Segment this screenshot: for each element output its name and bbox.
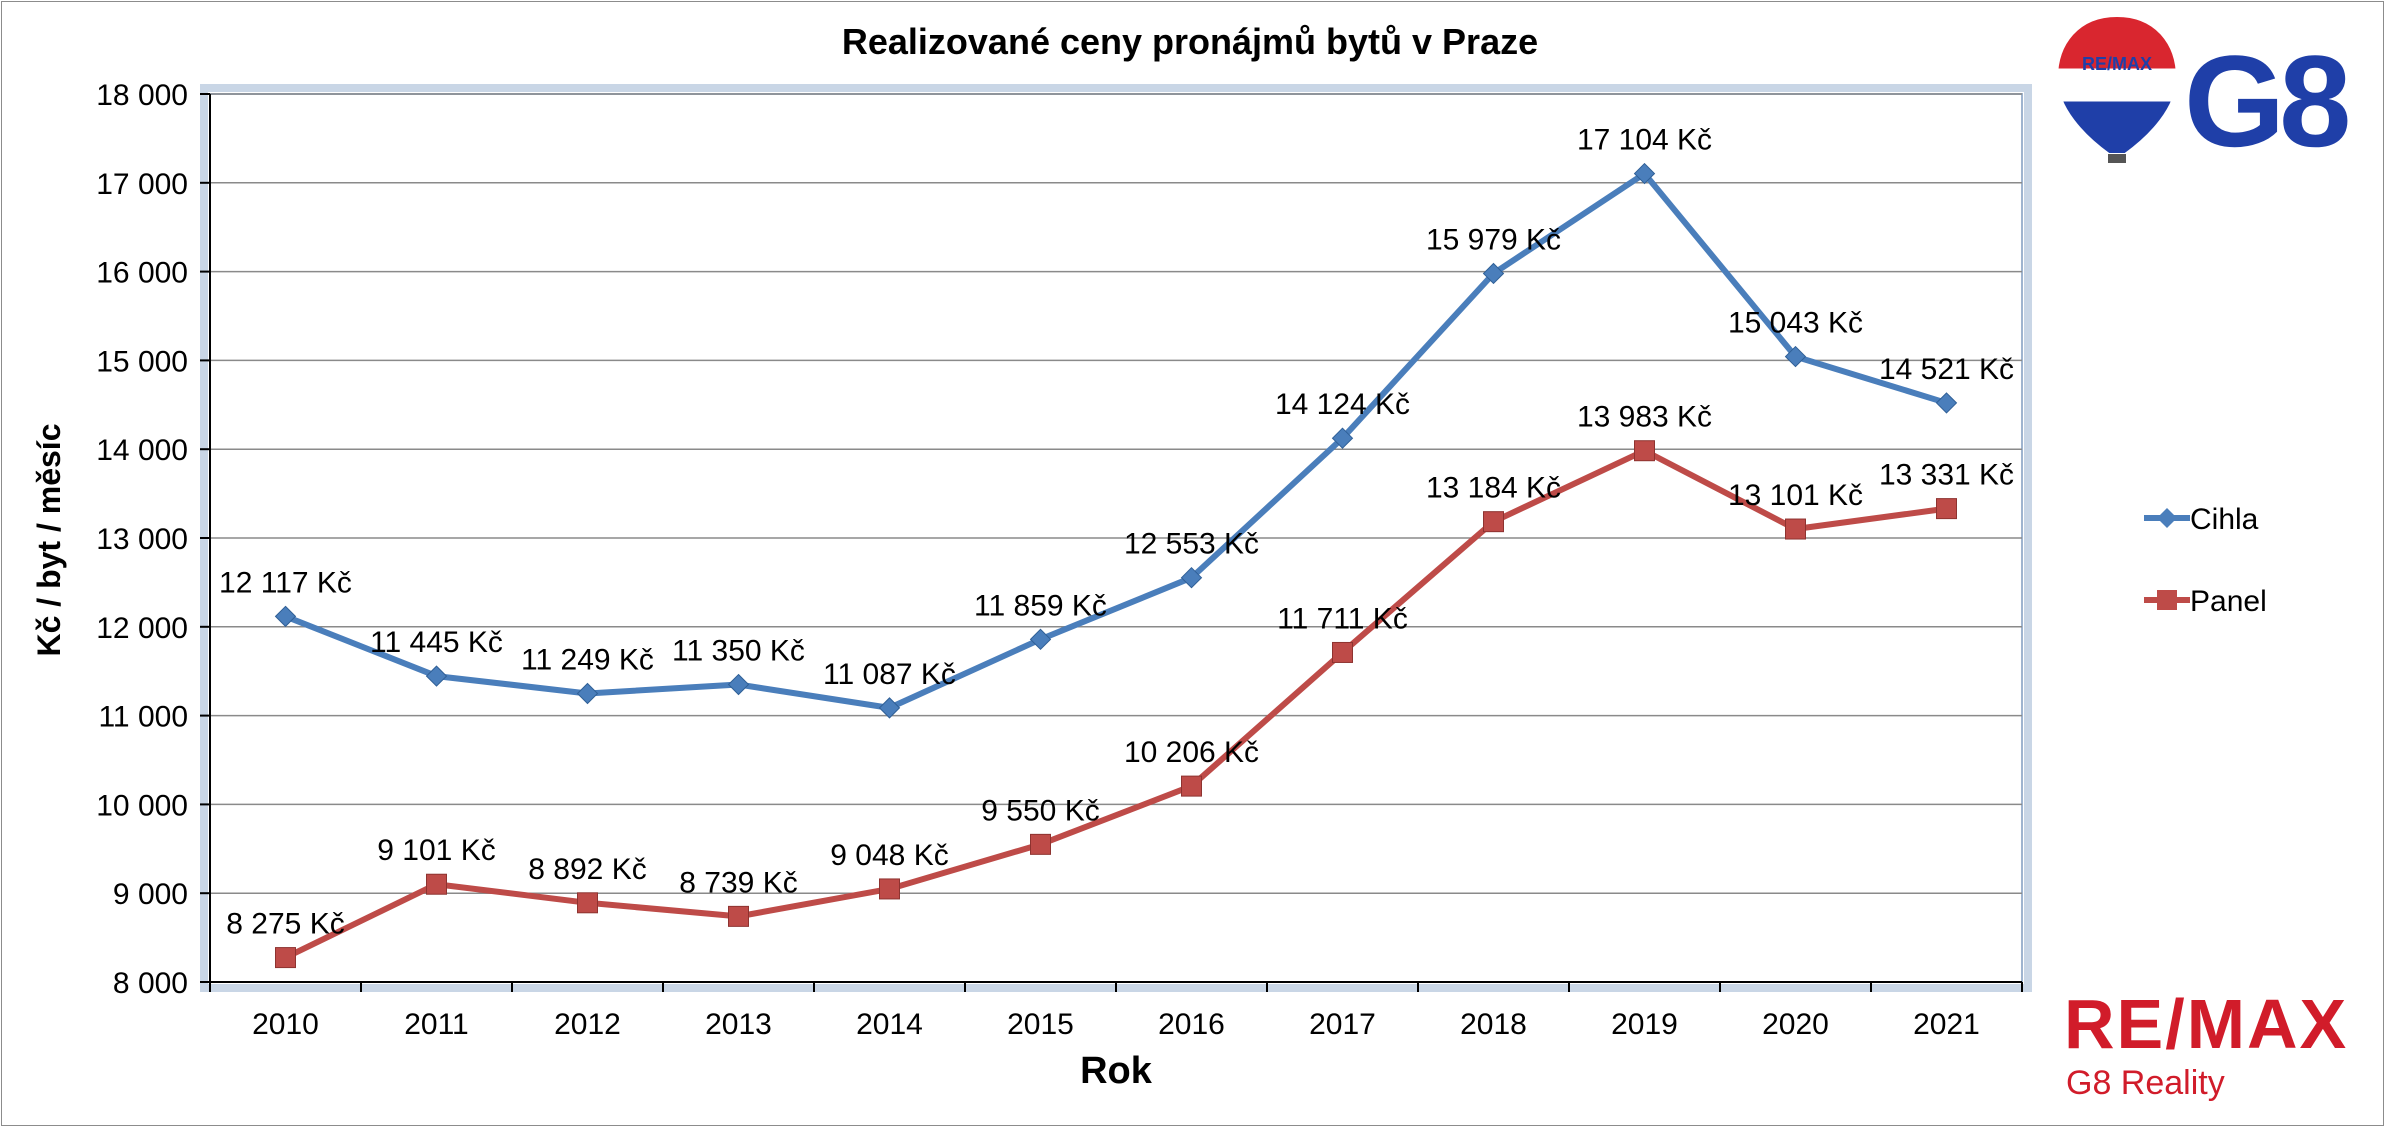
data-label-panel: 13 331 Kč — [1879, 459, 2014, 492]
data-label-cihla: 11 445 Kč — [370, 626, 503, 659]
data-point-panel — [879, 878, 900, 900]
data-label-cihla: 15 979 Kč — [1426, 223, 1561, 256]
data-label-cihla: 14 124 Kč — [1275, 388, 1410, 421]
y-axis-ticks: 8 000 9 000 10 000 11 000 12 000 13 000 14 000… — [96, 79, 210, 1000]
data-labels: 12 117 Kč 11 445 Kč 11 249 Kč 11 350 Kč 11 0… — [219, 124, 2014, 941]
data-point-panel — [1483, 511, 1504, 533]
y-tick-label: 13 000 — [96, 523, 188, 556]
remax-g8-reality-logo: RE/MAX G8 Reality — [2064, 985, 2348, 1102]
data-point-cihla — [425, 665, 448, 687]
g8-reality-text: G8 Reality — [2066, 1064, 2225, 1102]
x-tick-label: 2020 — [1762, 1008, 1829, 1041]
y-tick-label: 18 000 — [96, 79, 188, 112]
x-tick-label: 2010 — [252, 1008, 319, 1041]
x-tick-label: 2021 — [1913, 1008, 1980, 1041]
data-point-cihla — [1029, 628, 1052, 651]
data-point-panel — [1332, 641, 1353, 663]
series-line-cihla — [284, 170, 1948, 711]
data-point-panel — [1181, 775, 1202, 797]
x-tick-label: 2016 — [1158, 1008, 1225, 1041]
data-label-cihla: 14 521 Kč — [1879, 353, 2014, 386]
data-label-cihla: 12 117 Kč — [219, 566, 352, 599]
y-axis-label: Kč / byt / měsíc — [31, 424, 67, 657]
remax-g8-logo: RE/MAX G8 — [2055, 14, 2354, 174]
legend-label: Panel — [2190, 585, 2267, 618]
data-point-panel — [1785, 518, 1806, 540]
data-label-cihla: 17 104 Kč — [1577, 124, 1712, 157]
x-tick-label: 2013 — [705, 1008, 772, 1041]
data-label-panel: 13 184 Kč — [1426, 472, 1561, 505]
data-point-cihla — [1482, 262, 1505, 285]
series-line-panel — [284, 447, 1947, 961]
y-tick-label: 15 000 — [96, 345, 188, 378]
data-label-cihla: 11 087 Kč — [823, 658, 956, 691]
data-label-panel: 8 739 Kč — [679, 866, 797, 899]
legend-marker — [2157, 590, 2177, 610]
legend-label: Cihla — [2190, 503, 2259, 536]
data-label-panel: 8 275 Kč — [226, 908, 344, 941]
data-point-cihla — [274, 605, 297, 628]
chart-title: Realizované ceny pronájmů bytů v Praze — [842, 21, 1538, 62]
data-point-cihla — [1784, 345, 1807, 368]
data-point-panel — [1030, 833, 1051, 855]
series-markers — [274, 162, 1958, 969]
data-point-panel — [426, 873, 447, 895]
series-lines — [284, 170, 1948, 961]
gridlines — [210, 93, 2022, 894]
data-label-cihla: 11 350 Kč — [672, 635, 805, 668]
data-point-cihla — [1180, 566, 1203, 589]
x-tick-label: 2019 — [1611, 1008, 1678, 1041]
x-tick-label: 2017 — [1309, 1008, 1376, 1041]
y-tick-label: 16 000 — [96, 257, 188, 290]
x-tick-label: 2012 — [554, 1008, 621, 1041]
data-label-panel: 13 983 Kč — [1577, 401, 1712, 434]
x-tick-label: 2011 — [404, 1008, 469, 1041]
x-tick-label: 2015 — [1007, 1008, 1074, 1041]
y-tick-label: 8 000 — [113, 967, 188, 1000]
data-point-panel — [275, 947, 296, 969]
x-tick-label: 2014 — [856, 1008, 923, 1041]
data-point-panel — [728, 905, 749, 927]
y-tick-label: 17 000 — [96, 168, 188, 201]
data-point-panel — [1936, 498, 1957, 520]
data-label-panel: 9 048 Kč — [830, 839, 948, 872]
balloon-text: RE/MAX — [2082, 54, 2152, 74]
x-tick-label: 2018 — [1460, 1008, 1527, 1041]
x-axis-ticks: 2010 2011 2012 2013 2014 2015 2016 2017 2018 2019… — [209, 982, 2023, 1041]
data-point-cihla — [878, 697, 901, 719]
data-label-cihla: 11 859 Kč — [974, 589, 1107, 622]
data-point-panel — [1634, 440, 1655, 462]
data-label-panel: 8 892 Kč — [528, 853, 646, 886]
data-label-panel: 13 101 Kč — [1728, 479, 1863, 512]
legend-marker — [2157, 508, 2177, 528]
legend: Cihla Panel — [2144, 503, 2267, 618]
y-tick-label: 9 000 — [113, 878, 188, 911]
g8-mark: G8 — [2184, 28, 2348, 174]
data-label-panel: 11 711 Kč — [1277, 602, 1408, 635]
data-label-cihla: 12 553 Kč — [1124, 528, 1259, 561]
data-point-cihla — [1633, 162, 1656, 185]
data-point-cihla — [727, 673, 750, 696]
y-tick-label: 12 000 — [96, 612, 188, 645]
remax-wordmark: RE/MAX — [2064, 985, 2348, 1063]
data-point-cihla — [1935, 392, 1958, 414]
y-tick-label: 10 000 — [96, 789, 188, 822]
data-label-cihla: 15 043 Kč — [1728, 307, 1863, 340]
data-label-panel: 10 206 Kč — [1124, 736, 1259, 769]
x-axis-label: Rok — [1080, 1050, 1153, 1092]
data-point-panel — [577, 892, 598, 914]
data-label-panel: 9 550 Kč — [981, 794, 1099, 827]
data-point-cihla — [576, 682, 599, 705]
balloon-icon — [2055, 14, 2179, 163]
y-tick-label: 14 000 — [96, 434, 188, 467]
y-tick-label: 11 000 — [98, 701, 188, 734]
data-label-panel: 9 101 Kč — [377, 834, 495, 867]
data-point-cihla — [1331, 427, 1354, 449]
data-label-cihla: 11 249 Kč — [521, 643, 654, 676]
